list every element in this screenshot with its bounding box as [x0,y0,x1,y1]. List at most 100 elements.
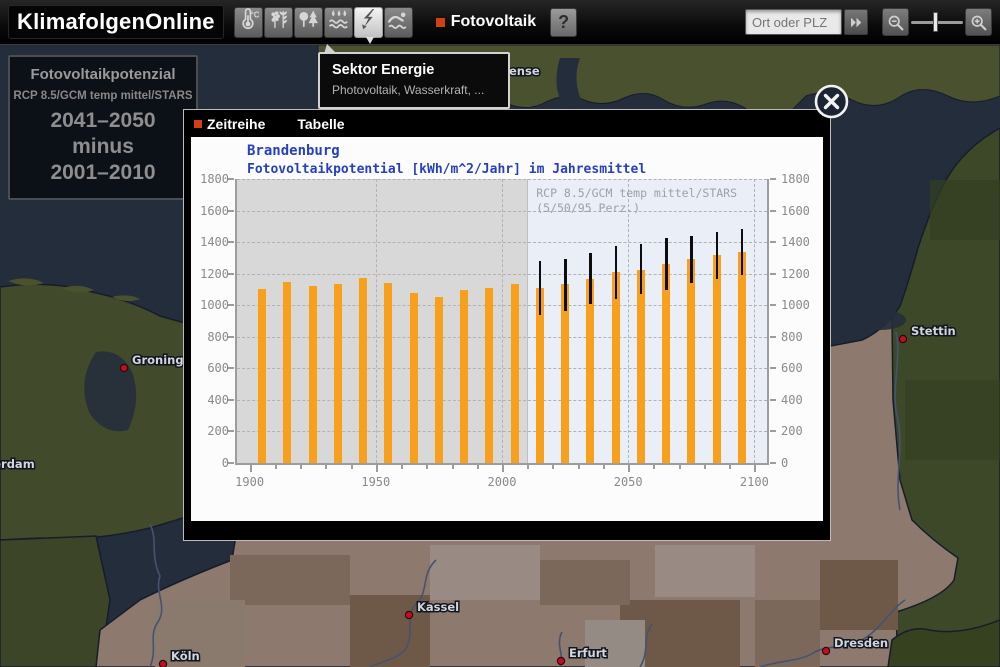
bar-1935 [334,284,342,463]
xtick-1950 [376,465,378,472]
zoom-in-button[interactable] [965,8,992,36]
tab-zeitreihe[interactable]: Zeitreihe [194,116,265,132]
ytick-right [770,336,776,338]
errorbar-2015 [539,261,542,315]
city-label: Kassel [417,600,459,614]
xtick-2030 [578,465,580,469]
xtick-2090 [729,465,731,469]
xtick-2060 [653,465,655,469]
active-tab-bullet-icon [194,120,202,128]
thermometer-icon: °C [237,8,260,36]
close-icon [813,83,850,120]
timeseries-chart: Brandenburg Fotovoltaikpotential [kWh/m^… [191,137,823,521]
bar-1995 [485,288,493,463]
errorbar-2035 [589,253,592,303]
city-dot [822,647,829,654]
xtick-1970 [426,465,428,469]
ylabel-right-1000: 1000 [781,298,817,312]
city-label: Köln [171,649,200,663]
bar-1915 [283,282,291,463]
app-window: OdenseGroningenAmsterdamStettinKasselKöl… [0,0,1000,667]
layer-title: Fotovoltaikpotenzial [10,66,196,83]
period-line: 2001–2010 [10,160,196,186]
errorbar-2045 [615,246,618,299]
modal-close-button[interactable] [813,83,850,120]
ylabel-right-1200: 1200 [781,267,817,281]
water-icon [327,8,350,36]
city-label: Erfurt [569,646,607,660]
city-dot [557,657,564,664]
crops-icon [267,8,290,36]
xtick-1920 [300,465,302,469]
ylabel-left-1800: 1800 [193,172,229,186]
period-line: 2041–2050 [10,108,196,134]
city-dot [159,660,166,667]
sector-button-forstwirtschaft[interactable] [294,7,323,38]
search-go-button[interactable] [844,9,868,35]
bar-2065 [662,264,670,463]
bar-2095 [738,252,746,463]
ytick-right [770,178,776,180]
ylabel-right-200: 200 [781,424,817,438]
ytick-right [770,399,776,401]
sector-button-klima[interactable]: °C [234,7,263,38]
bar-2085 [713,255,721,463]
ylabel-left-1200: 1200 [193,267,229,281]
zoom-slider[interactable] [911,8,963,36]
search-area [745,9,868,35]
ytick-right [770,430,776,432]
zoom-slider-handle[interactable] [933,12,938,32]
sector-tooltip: Sektor Energie Photovoltaik, Wasserkraft… [318,52,510,109]
zoom-in-icon [969,13,988,32]
layer-bullet-icon [436,18,445,27]
ylabel-right-600: 600 [781,361,817,375]
tooltip-arrow [324,44,337,54]
xtick-1990 [477,465,479,469]
errorbar-2065 [665,238,668,290]
chart-subtitle: Fotovoltaikpotential [kWh/m^2/Jahr] im J… [247,162,646,177]
zoom-out-icon [886,13,905,32]
search-input[interactable] [745,9,842,35]
lightning-icon [357,8,380,36]
ytick-right [770,210,776,212]
ytick-right [770,462,776,464]
xtick-1960 [401,465,403,469]
errorbar-2085 [716,232,719,279]
tooltip-subtitle: Photovoltaik, Wasserkraft, ... [332,83,496,97]
xtick-1910 [275,465,277,469]
sector-button-energie[interactable] [354,7,383,38]
city-dot [899,335,906,342]
xtick-2010 [527,465,529,469]
sector-button-landwirtschaft[interactable] [264,7,293,38]
sector-button-tourismus[interactable] [384,7,413,38]
bar-1975 [435,297,443,463]
xlabel-2100: 2100 [724,475,784,489]
app-logo: KlimafolgenOnline [8,5,224,39]
ylabel-left-800: 800 [193,330,229,344]
modal-tabbar: Zeitreihe Tabelle [184,110,830,137]
chart-region-title: Brandenburg [247,143,340,159]
belgium-land [0,536,110,667]
ylabel-left-1600: 1600 [193,204,229,218]
ylabel-right-0: 0 [781,456,817,470]
sector-button-wasser[interactable] [324,7,353,38]
zoom-out-button[interactable] [882,8,909,36]
svg-text:°C: °C [250,10,259,19]
bar-2055 [637,270,645,463]
xtick-2000 [502,465,504,472]
errorbar-2095 [741,229,744,275]
tab-tabelle[interactable]: Tabelle [297,116,344,132]
active-layer-indicator: Fotovoltaik [436,13,536,31]
stettin-lagoon [854,310,906,330]
errorbar-2075 [690,236,693,283]
errorbar-2025 [564,259,567,310]
bar-1905 [258,289,266,463]
map-patch [905,380,1000,460]
city-dot [120,364,127,371]
help-button[interactable]: ? [550,8,577,37]
ylabel-right-1600: 1600 [781,204,817,218]
ylabel-left-200: 200 [193,424,229,438]
bar-2005 [511,284,519,463]
xtick-1940 [351,465,353,469]
bar-2045 [612,272,620,463]
